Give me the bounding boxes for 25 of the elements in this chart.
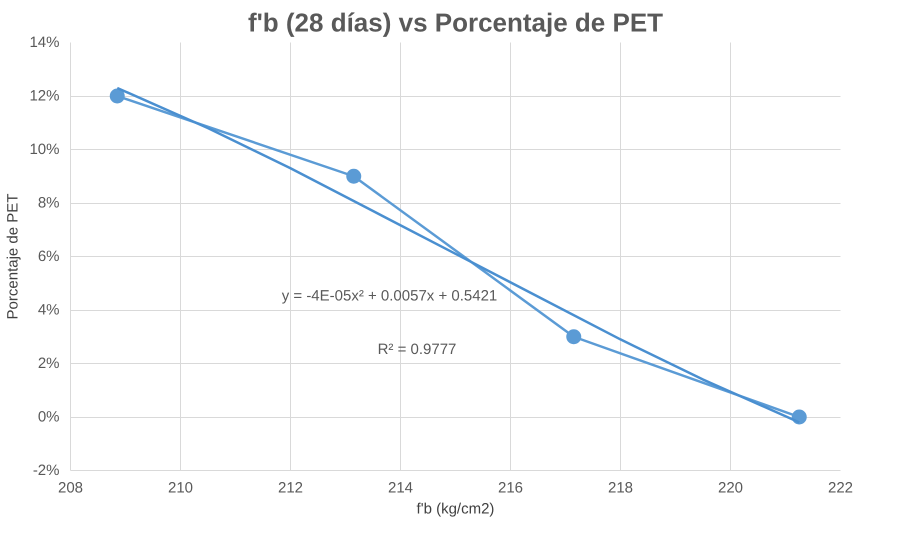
y-tick-label: -2%: [32, 462, 60, 479]
y-tick-label: 0%: [38, 408, 60, 426]
x-axis-title: f'b (kg/cm2): [416, 500, 494, 518]
y-tick-label: 12%: [29, 88, 60, 104]
x-tick-label: 212: [278, 480, 304, 496]
y-tick-label: 2%: [38, 355, 60, 372]
chart-title: f'b (28 días) vs Porcentaje de PET: [248, 8, 664, 38]
x-tick-label: 218: [608, 480, 634, 496]
annotation: R² = 0.9777: [378, 341, 456, 358]
x-tick-label: 214: [388, 480, 414, 496]
point: [566, 329, 582, 344]
point: [346, 168, 362, 184]
x-tick-label: 216: [498, 480, 524, 496]
y-tick-label: 10%: [29, 141, 60, 158]
y-tick-label: 4%: [38, 302, 60, 318]
y-axis-title: Porcentaje de PET: [4, 194, 22, 320]
annotation: y = -4E-05x² + 0.0057x + 0.5421: [282, 288, 498, 305]
x-tick-label: 208: [58, 480, 84, 496]
y-tick-label: 8%: [38, 194, 60, 212]
x-tick-label: 210: [168, 480, 194, 496]
y-tick-label: 6%: [38, 248, 60, 265]
x-tick-label: 220: [718, 480, 744, 496]
point: [110, 88, 125, 104]
x-tick-label: 222: [828, 480, 854, 496]
y-tick-label: 14%: [29, 34, 60, 51]
